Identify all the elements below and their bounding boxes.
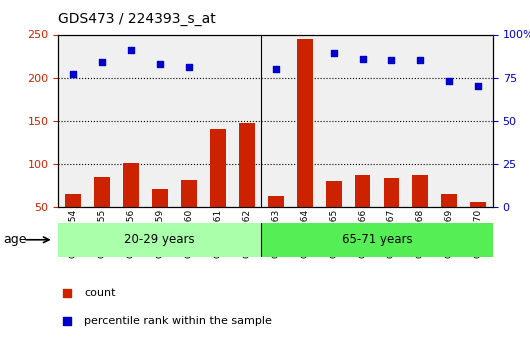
Point (474, 83, 483, 89)
Bar (261, 223, 493, 257)
Point (63, 290, 71, 296)
Point (329, 51, 338, 56)
Bar (412, 175, 428, 207)
Bar (65, 194, 81, 207)
Bar (441, 194, 457, 207)
Point (214, 18, 222, 23)
Point (155, 61, 164, 67)
Text: age: age (3, 233, 27, 246)
Bar (297, 39, 313, 207)
Point (127, 47, 135, 53)
Point (242, 20, 251, 25)
Point (63, 318, 71, 324)
Bar (152, 189, 167, 207)
Point (184, 65, 193, 70)
Point (68, 71, 77, 77)
Bar (58, 223, 261, 257)
Bar (384, 178, 400, 207)
Point (416, 58, 425, 63)
Point (358, 56, 367, 61)
Text: percentile rank within the sample: percentile rank within the sample (84, 316, 272, 326)
Bar (471, 202, 487, 207)
Bar (181, 180, 197, 207)
Point (387, 58, 396, 63)
Text: 65-71 years: 65-71 years (342, 233, 412, 246)
Text: count: count (84, 288, 116, 298)
Point (445, 78, 454, 84)
Bar (268, 196, 284, 207)
Bar (355, 175, 370, 207)
Bar (238, 123, 254, 207)
Text: 20-29 years: 20-29 years (125, 233, 195, 246)
Bar (123, 163, 139, 207)
Bar (210, 129, 226, 207)
Point (98, 59, 106, 65)
Text: GDS473 / 224393_s_at: GDS473 / 224393_s_at (58, 12, 216, 26)
Bar (94, 177, 110, 207)
Point (271, 66, 280, 72)
Bar (325, 181, 341, 207)
